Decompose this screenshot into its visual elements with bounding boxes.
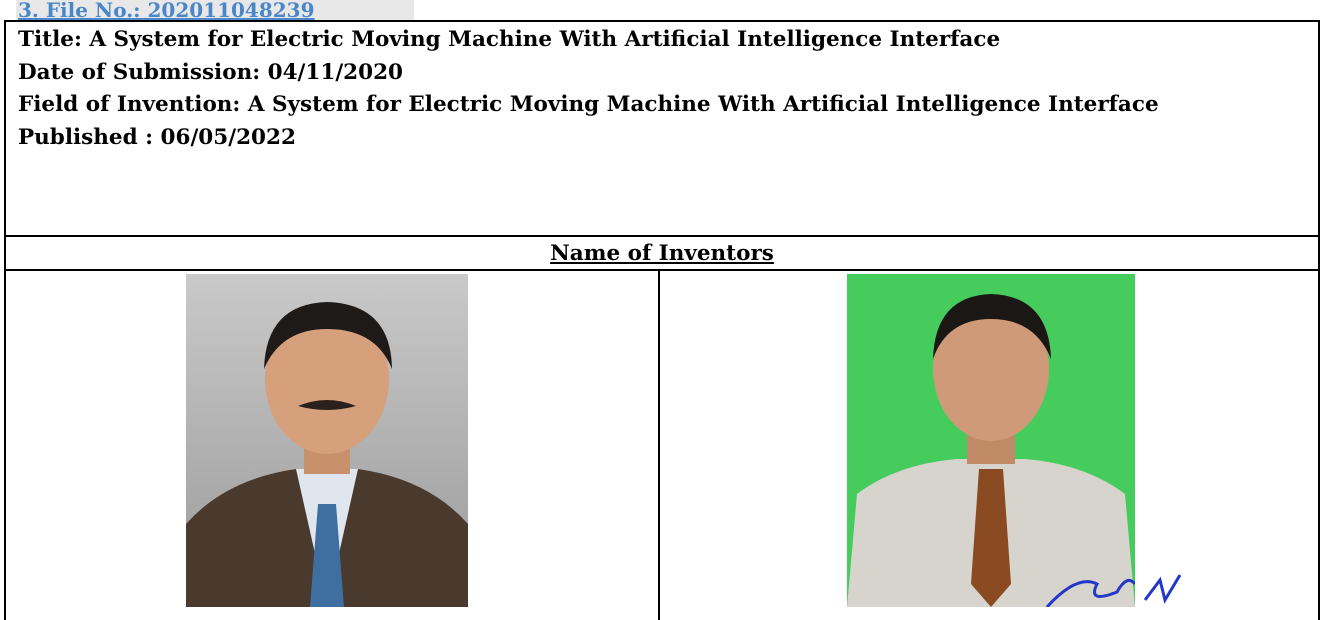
inventor-photo xyxy=(186,274,468,607)
row-border xyxy=(6,269,1318,271)
column-border xyxy=(658,271,660,620)
document: 3. File No.: 202011048239 Title: A Syste… xyxy=(4,0,1320,620)
submission-date: Date of Submission: 04/11/2020 xyxy=(18,59,404,85)
published-date: Published : 06/05/2022 xyxy=(18,124,296,150)
patent-table: Title: A System for Electric Moving Mach… xyxy=(4,20,1320,620)
signature xyxy=(1143,574,1182,604)
inventors-heading: Name of Inventors xyxy=(550,241,774,266)
file-number: 3. File No.: 202011048239 xyxy=(16,0,414,20)
patent-details: Title: A System for Electric Moving Mach… xyxy=(18,24,1308,154)
row-border xyxy=(6,235,1318,237)
field: Field of Invention: A System for Electri… xyxy=(18,92,1159,117)
inventor-photo xyxy=(847,274,1135,607)
title: Title: A System for Electric Moving Mach… xyxy=(18,27,1001,52)
